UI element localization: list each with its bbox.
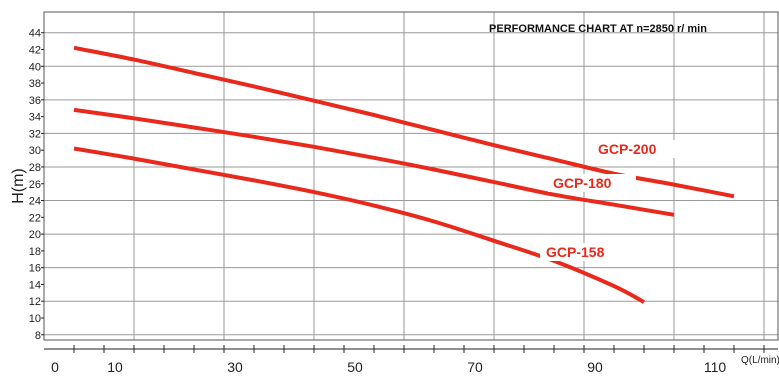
y-tick-label: 36 [29,95,41,107]
series-line-gcp-180 [73,107,675,217]
y-tick-label: 22 [29,212,41,224]
y-tick-label: 10 [29,313,41,325]
series-label-gcp-180: GCP-180 [553,175,612,191]
y-tick-label: 34 [29,112,41,124]
x-axis-label: Q(L/min) [741,355,779,366]
x-tick-label: 30 [227,359,243,375]
y-tick-label: 44 [29,28,41,40]
x-tick-label: 10 [107,359,123,375]
x-tick-label: 70 [467,359,483,375]
y-tick-label: 14 [29,279,41,291]
x-tick-label: 110 [704,359,727,375]
y-tick-label: 40 [29,61,41,73]
y-tick-label: 26 [29,179,41,191]
x-tick-label: 90 [587,359,603,375]
y-tick-label: 16 [29,263,41,275]
series-label-gcp-158: GCP-158 [546,244,605,260]
x-tick-label: 0 [51,359,59,375]
x-tick-label: 50 [347,359,363,375]
y-tick-label: 18 [29,246,41,258]
y-tick-label: 30 [29,145,41,157]
y-tick-label: 28 [29,162,41,174]
y-tick-label: 42 [29,45,41,57]
y-tick-label: 20 [29,229,41,241]
series-label-bg-gcp-200 [591,140,681,158]
y-tick-label: 38 [29,78,41,90]
y-axis: 8 10 12 14 16 18 20 22 24 26 28 30 32 34 36 38 40 42 44 [29,28,44,342]
y-axis-label: H(m) [10,168,27,204]
y-tick-label: 24 [29,196,41,208]
x-axis: 0 10 30 50 70 90 110 [44,345,778,375]
y-tick-label: 12 [29,296,41,308]
series-label-bg-gcp-158 [540,243,626,261]
grid [44,12,778,340]
series-labels: GCP-200 GCP-180 GCP-158 [540,140,681,261]
y-tick-label: 8 [35,330,41,342]
plot-frame [43,11,779,341]
series-label-bg-gcp-180 [548,174,636,192]
y-tick-label: 32 [29,128,41,140]
chart-title: PERFORMANCE CHART AT n=2850 r/ min [489,23,707,35]
series-line-gcp-158 [73,146,645,304]
series-label-gcp-200: GCP-200 [598,141,657,157]
